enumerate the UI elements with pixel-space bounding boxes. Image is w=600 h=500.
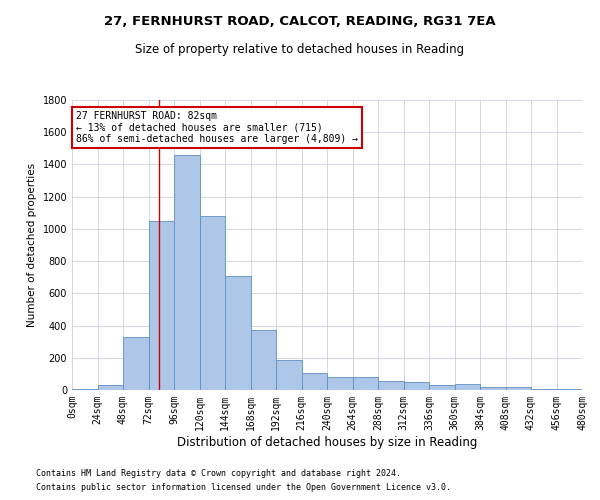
Bar bbox=[557, 389, 582, 390]
Bar bbox=[455, 384, 480, 390]
Bar bbox=[404, 382, 429, 390]
Text: Contains HM Land Registry data © Crown copyright and database right 2024.: Contains HM Land Registry data © Crown c… bbox=[36, 468, 401, 477]
Text: 27, FERNHURST ROAD, CALCOT, READING, RG31 7EA: 27, FERNHURST ROAD, CALCOT, READING, RG3… bbox=[104, 15, 496, 28]
X-axis label: Distribution of detached houses by size in Reading: Distribution of detached houses by size … bbox=[177, 436, 477, 448]
Bar bbox=[429, 385, 455, 390]
Bar bbox=[123, 337, 149, 390]
Bar bbox=[225, 276, 251, 390]
Bar bbox=[199, 216, 225, 390]
Bar bbox=[353, 377, 378, 390]
Bar bbox=[327, 377, 353, 390]
Bar bbox=[276, 360, 302, 390]
Bar bbox=[505, 387, 531, 390]
Bar bbox=[378, 381, 404, 390]
Text: Size of property relative to detached houses in Reading: Size of property relative to detached ho… bbox=[136, 42, 464, 56]
Text: Contains public sector information licensed under the Open Government Licence v3: Contains public sector information licen… bbox=[36, 484, 451, 492]
Bar bbox=[97, 385, 123, 390]
Bar bbox=[149, 221, 174, 390]
Bar bbox=[251, 330, 276, 390]
Bar bbox=[531, 389, 557, 390]
Y-axis label: Number of detached properties: Number of detached properties bbox=[27, 163, 37, 327]
Bar bbox=[72, 389, 97, 390]
Bar bbox=[480, 387, 505, 390]
Bar bbox=[174, 155, 199, 390]
Bar bbox=[302, 373, 327, 390]
Text: 27 FERNHURST ROAD: 82sqm
← 13% of detached houses are smaller (715)
86% of semi-: 27 FERNHURST ROAD: 82sqm ← 13% of detach… bbox=[76, 112, 358, 144]
